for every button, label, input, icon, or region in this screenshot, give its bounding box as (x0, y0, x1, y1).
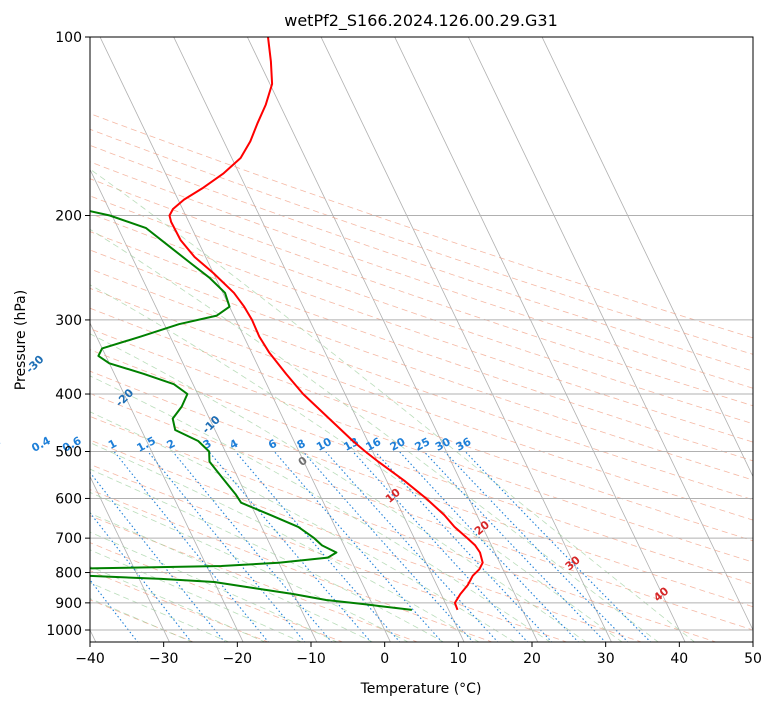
dry-adiabat-line (90, 570, 270, 642)
moist-adiabat-line (90, 333, 587, 642)
dry-adiabat-line (90, 439, 643, 642)
mixing-ratio-line (172, 451, 333, 642)
y-tick-label: 100 (55, 30, 82, 46)
chart-title: wetPf2_S166.2024.126.00.29.G31 (284, 11, 558, 31)
profile-line (168, 37, 484, 611)
moist-adiabat-line (90, 284, 623, 642)
profile-series (90, 37, 484, 611)
mixing-ratio-line (444, 451, 629, 642)
isotherm-line (99, 37, 391, 642)
isotherm-line (541, 37, 753, 478)
isotherm-line (90, 322, 244, 642)
background-lines (90, 37, 753, 642)
dry-adiabat-line (90, 328, 753, 563)
x-tick-label: 0 (380, 651, 389, 667)
moist-adiabat-line (90, 566, 266, 642)
isotherm-line (90, 475, 170, 642)
plot-frame (89, 36, 754, 643)
y-axis-label: Pressure (hPa) (13, 290, 29, 390)
dry-adiabat-line (90, 349, 753, 585)
moist-adiabat-line (90, 442, 480, 642)
x-tick-label: 50 (744, 651, 762, 667)
moist-adiabat-line (90, 168, 696, 642)
x-tick-label: −30 (149, 651, 179, 667)
x-tick-label: 40 (670, 651, 688, 667)
x-tick-label: 20 (523, 651, 541, 667)
dry-adiabat-line (90, 393, 753, 631)
x-tick-label: −40 (75, 651, 105, 667)
isotherm-line (394, 37, 686, 642)
y-tick-label: 400 (55, 387, 82, 403)
mixing-ratio-label: 30 (433, 435, 453, 454)
mixing-ratio-label: 0.2 (0, 434, 3, 455)
mixing-ratio-label: 20 (388, 435, 408, 454)
moist-adiabat-line (90, 411, 516, 642)
mixing-ratio-line (273, 451, 443, 642)
x-tick-label: −10 (296, 651, 326, 667)
dry-adiabat-line (90, 489, 494, 642)
isotherm-line (468, 37, 753, 631)
dry-adiabat-line (90, 415, 718, 642)
y-tick-label: 1000 (46, 623, 82, 639)
isotherm-line (320, 37, 612, 642)
mixing-ratio-line (113, 451, 270, 642)
moist-adiabat-line (90, 531, 338, 642)
y-tick-label: 700 (55, 531, 82, 547)
dry-adiabat-line (90, 515, 419, 642)
mixing-ratio-label: 13 (341, 435, 361, 454)
mixing-ratio-label: 36 (454, 435, 474, 454)
x-axis-label: Temperature (°C) (360, 681, 482, 697)
x-axis-ticks: −40 −30 −20 −10 0 10 20 30 40 50 (75, 642, 762, 667)
isotherm-line (247, 37, 539, 642)
y-tick-label: 800 (55, 566, 82, 582)
mixing-ratio-line (90, 471, 226, 642)
moist-adiabat-line (90, 549, 302, 642)
x-tick-label: −20 (223, 651, 253, 667)
y-tick-label: 200 (55, 209, 82, 225)
mixing-ratio-line (398, 451, 579, 642)
mixing-ratio-line (352, 451, 529, 642)
mixing-ratio-line (423, 451, 607, 642)
isotherm-line (90, 168, 318, 642)
dry-adiabat-line (90, 128, 753, 355)
moist-adiabat-line (90, 375, 551, 642)
isotherm-line (173, 37, 465, 642)
mixing-ratio-line (464, 451, 652, 642)
y-axis-ticks: 1000 900 800 700 600 500 400 300 200 100 (46, 30, 90, 639)
mixing-ratio-label: 16 (364, 435, 384, 454)
y-tick-label: 600 (55, 491, 82, 507)
dry-adiabat-line (90, 144, 753, 372)
profile-line (90, 210, 413, 611)
x-tick-label: 30 (597, 651, 615, 667)
mixing-ratio-label: 10 (314, 435, 334, 454)
y-tick-label: 500 (55, 445, 82, 461)
dry-adiabat-line (90, 178, 753, 407)
y-tick-label: 900 (55, 596, 82, 612)
mixing-ratio-line (302, 451, 474, 642)
dry-adiabat-line (90, 599, 195, 642)
moist-adiabat-line (90, 228, 659, 642)
y-tick-label: 300 (55, 313, 82, 329)
mixing-ratio-label: 25 (413, 435, 433, 454)
dry-adiabat-line (90, 370, 753, 608)
mixing-ratio-line (374, 451, 553, 642)
x-tick-label: 10 (449, 651, 467, 667)
dry-adiabat-line (90, 268, 753, 501)
